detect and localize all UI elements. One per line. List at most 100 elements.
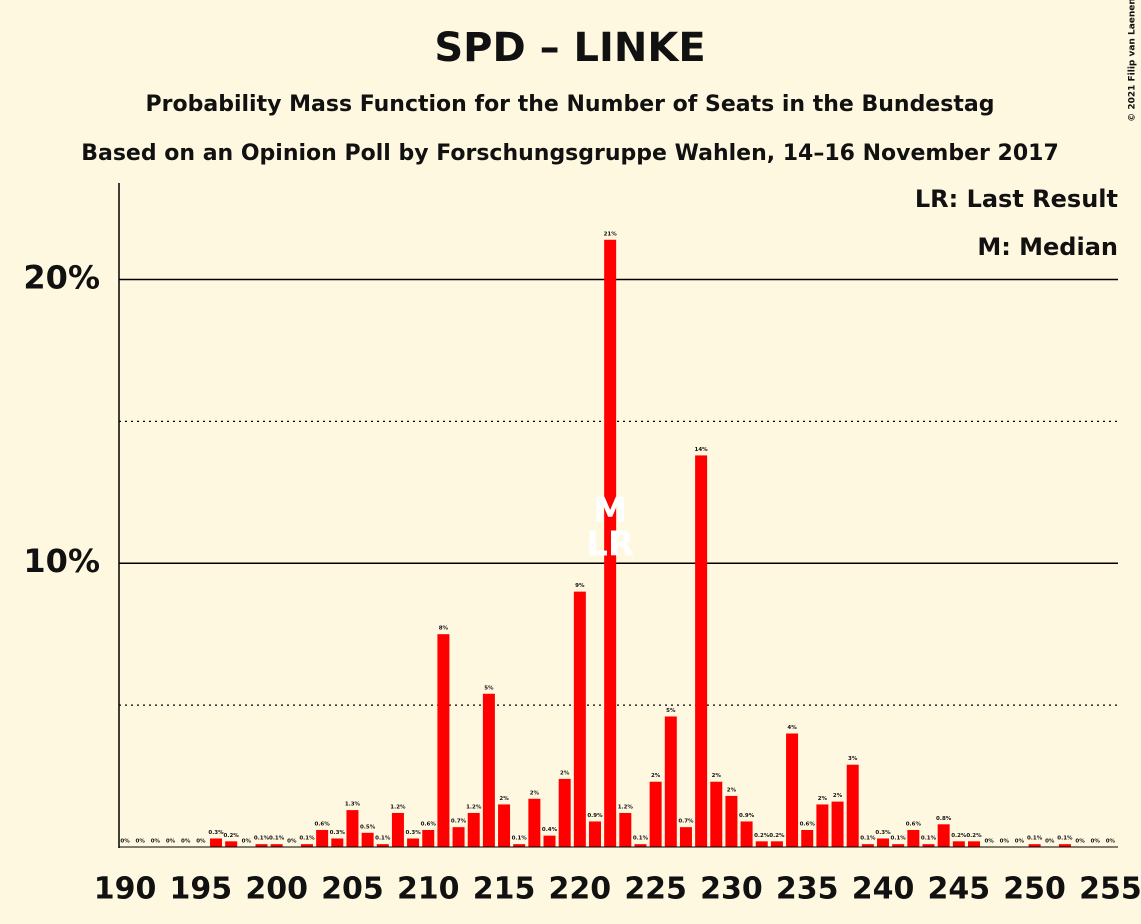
value-label: 0.6%	[421, 821, 437, 827]
value-label: 2%	[560, 770, 570, 776]
bar	[634, 844, 647, 847]
bar	[422, 829, 435, 847]
value-label: 8%	[439, 626, 449, 632]
x-tick-label: 240	[852, 872, 915, 907]
bar	[376, 844, 389, 847]
bar	[346, 810, 359, 847]
value-label: 2%	[833, 793, 843, 799]
bar	[1028, 844, 1041, 847]
value-label: 2%	[818, 796, 828, 802]
value-label: 0.8%	[936, 816, 952, 822]
bar	[604, 239, 617, 847]
x-tick-label: 250	[1003, 872, 1066, 907]
copyright: © 2021 Filip van Laenen	[1128, 0, 1138, 122]
value-label: 4%	[787, 725, 797, 731]
bar	[861, 844, 874, 847]
value-label: 0.1%	[299, 836, 315, 842]
value-label: 0%	[181, 839, 191, 845]
value-label: 2%	[651, 773, 661, 779]
bar	[558, 778, 571, 847]
bar	[846, 764, 859, 847]
chart-subtitle: Probability Mass Function for the Number…	[146, 92, 995, 117]
bar	[877, 838, 890, 847]
value-label: 0.7%	[451, 819, 467, 825]
value-label: 0.5%	[360, 824, 376, 830]
bar	[452, 827, 465, 847]
x-tick-label: 230	[700, 872, 763, 907]
bar	[816, 804, 829, 847]
value-label: 0.1%	[375, 836, 391, 842]
value-label: 0%	[1106, 839, 1116, 845]
value-label: 0%	[242, 839, 252, 845]
bar	[316, 829, 329, 847]
chart-subtitle: Based on an Opinion Poll by Forschungsgr…	[81, 141, 1059, 166]
value-label: 0.6%	[315, 821, 331, 827]
bar	[300, 844, 313, 847]
value-label: 0.3%	[330, 830, 346, 836]
value-label: 2%	[499, 796, 509, 802]
bar	[361, 832, 374, 847]
bar	[725, 795, 738, 847]
value-label: 0.3%	[875, 830, 891, 836]
value-label: 0%	[984, 839, 994, 845]
value-label: 0%	[1015, 839, 1025, 845]
bar	[831, 801, 844, 847]
bar	[967, 841, 980, 847]
value-label: 5%	[666, 708, 676, 714]
value-label: 9%	[575, 583, 585, 589]
bar	[907, 829, 920, 847]
x-tick-label: 195	[170, 872, 233, 907]
marker-label: M	[593, 491, 627, 531]
bar	[528, 798, 541, 847]
value-label: 0.1%	[1057, 836, 1073, 842]
value-label: 0.3%	[208, 830, 224, 836]
bar	[255, 844, 268, 847]
bar	[740, 821, 753, 847]
value-label: 0.1%	[1027, 836, 1043, 842]
value-label: 1.2%	[466, 804, 482, 810]
y-tick-label: 20%	[23, 258, 100, 296]
bar	[664, 716, 677, 847]
x-tick-label: 220	[549, 872, 612, 907]
value-label: 0%	[120, 839, 130, 845]
bar	[679, 827, 692, 847]
value-label: 0%	[151, 839, 161, 845]
legend-entry: LR: Last Result	[915, 185, 1118, 213]
value-label: 0.1%	[269, 836, 285, 842]
value-label: 0.2%	[754, 833, 770, 839]
value-label: 2%	[712, 773, 722, 779]
value-label: 0%	[136, 839, 146, 845]
bar	[467, 812, 480, 847]
value-label: 1.2%	[390, 804, 406, 810]
bar	[770, 841, 783, 847]
value-label: 2%	[727, 787, 737, 793]
bar	[922, 844, 935, 847]
bar	[801, 829, 814, 847]
value-label: 0%	[166, 839, 176, 845]
value-label: 1.3%	[345, 802, 361, 808]
value-label: 0.6%	[800, 821, 816, 827]
x-tick-label: 225	[624, 872, 687, 907]
value-label: 1.2%	[618, 804, 634, 810]
value-label: 0%	[287, 839, 297, 845]
x-tick-label: 210	[397, 872, 460, 907]
value-label: 0.2%	[951, 833, 967, 839]
bar	[937, 824, 950, 847]
x-tick-label: 205	[321, 872, 384, 907]
bar	[331, 838, 344, 847]
value-label: 0.1%	[254, 836, 270, 842]
value-label: 0.2%	[769, 833, 785, 839]
bar	[695, 455, 708, 847]
bar	[786, 733, 799, 847]
bar	[573, 591, 586, 847]
value-label: 0%	[1091, 839, 1101, 845]
value-label: 0.9%	[587, 813, 603, 819]
x-tick-label: 245	[928, 872, 991, 907]
x-tick-label: 190	[94, 872, 157, 907]
bar	[589, 821, 602, 847]
value-label: 21%	[604, 231, 618, 237]
bar	[1058, 844, 1071, 847]
value-label: 0.6%	[906, 821, 922, 827]
